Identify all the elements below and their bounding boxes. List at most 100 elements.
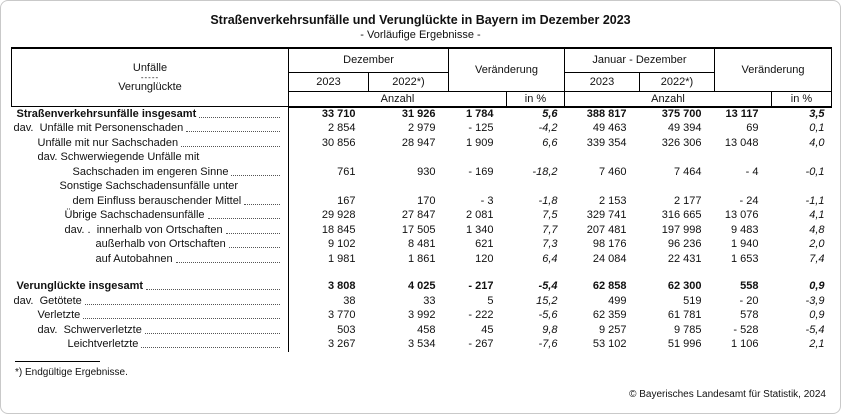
row-label: Leichtverletzte: [11, 337, 289, 352]
footnote-rule: [15, 361, 100, 362]
value-cell: [640, 150, 715, 165]
value-cell: -1,8: [538, 194, 558, 207]
value-cell: 62 300: [667, 280, 702, 293]
value-cell: 45: [481, 323, 494, 336]
value-cell: 8 481: [407, 238, 436, 251]
table-header: Unfälle ----- Verunglückte Dezember Verä…: [11, 47, 832, 108]
value-cell: - 217: [468, 280, 494, 293]
col-header-jan-dez: Januar - Dezember: [564, 47, 715, 73]
value-cell: 51 996: [667, 338, 702, 351]
col-header-label: Unfälle ----- Verunglückte: [11, 47, 289, 107]
value-cell: 170: [417, 194, 436, 207]
value-cell: 33 710: [321, 108, 356, 121]
value-cell: - 267: [468, 338, 494, 351]
value-cell: 3 808: [327, 280, 356, 293]
col-header-pct-dez: in %: [506, 90, 565, 108]
value-cell: 13 076: [724, 209, 759, 222]
copyright: © Bayerisches Landesamt für Statistik, 2…: [629, 389, 826, 400]
value-cell: 7,7: [542, 223, 558, 236]
value-cell: 62 858: [592, 280, 627, 293]
value-cell: 930: [417, 165, 436, 178]
value-cell: [289, 150, 369, 165]
value-cell: -5,4: [538, 280, 558, 293]
value-cell: 167: [337, 194, 356, 207]
value-cell: [449, 179, 507, 194]
value-cell: 2 153: [598, 194, 627, 207]
value-cell: 9 483: [730, 223, 759, 236]
value-cell: 53 102: [592, 338, 627, 351]
table-row: Unfälle mit nur Sachschaden 30 856 28 947 1…: [11, 135, 832, 150]
value-cell: [565, 266, 640, 279]
value-cell: [369, 266, 449, 279]
value-cell: - 3: [480, 194, 494, 207]
value-cell: 24 084: [592, 252, 627, 265]
value-cell: 1 909: [465, 136, 494, 149]
col-header-dez-2022: 2022*): [368, 71, 449, 92]
value-cell: 120: [475, 252, 494, 265]
value-cell: [507, 266, 565, 279]
table-row: dav. Schwerverletzte 503 458 45 9,8 9 257 9 78…: [11, 322, 832, 337]
value-cell: 1 861: [407, 252, 436, 265]
table-row: dav. . innerhalb von Ortschaften 18 845 17…: [11, 222, 832, 237]
value-cell: - 125: [468, 122, 494, 135]
value-cell: 388 817: [586, 108, 627, 121]
value-cell: 33: [423, 294, 436, 307]
value-cell: [289, 179, 369, 194]
table-row: dav. Getötete 38 33 5 15,2 499 519 - 20 -3,9: [11, 293, 832, 308]
value-cell: -18,2: [532, 165, 558, 178]
value-cell: 6,6: [542, 136, 558, 149]
value-cell: 3 992: [407, 309, 436, 322]
value-cell: 13 048: [724, 136, 759, 149]
row-label: dav. Unfälle mit Personenschaden: [11, 121, 289, 136]
value-cell: [289, 266, 369, 279]
value-cell: 27 847: [401, 209, 436, 222]
value-cell: 339 354: [586, 136, 627, 149]
statistics-table-wrap: Unfälle ----- Verunglückte Dezember Verä…: [11, 47, 832, 352]
table-row: Verletzte 3 770 3 992 - 222 -5,6 62 359 61 781…: [11, 308, 832, 323]
page-subtitle: - Vorläufige Ergebnisse -: [360, 29, 481, 41]
value-cell: 15,2: [536, 294, 558, 307]
page-title: Straßenverkehrsunfälle und Verunglückte …: [210, 13, 631, 27]
value-cell: 4 025: [407, 280, 436, 293]
col-header-veraenderung-dez: Veränderung: [448, 47, 565, 92]
value-cell: 9 257: [598, 323, 627, 336]
table-row: Verunglückte insgesamt 3 808 4 025 - 217 -5,…: [11, 279, 832, 294]
value-cell: - 4: [745, 165, 759, 178]
value-cell: 5: [487, 294, 494, 307]
value-cell: 207 481: [586, 223, 627, 236]
value-cell: 49 394: [667, 122, 702, 135]
value-cell: [369, 150, 449, 165]
table-row: Leichtverletzte 3 267 3 534 - 267 -7,6 53 102…: [11, 337, 832, 352]
col-header-dez-2023: 2023: [288, 71, 369, 92]
value-cell: [715, 150, 772, 165]
value-cell: 316 665: [661, 209, 702, 222]
value-cell: [565, 179, 640, 194]
row-label: dav. Getötete: [11, 293, 289, 308]
value-cell: 38: [343, 294, 356, 307]
value-cell: 761: [337, 165, 356, 178]
value-cell: -4,2: [538, 122, 558, 135]
table-body: Straßenverkehrsunfälle insgesamt 33 710 31…: [11, 106, 832, 352]
col-header-dezember: Dezember: [288, 47, 449, 73]
value-cell: 96 236: [667, 238, 702, 251]
row-label: Verletzte: [11, 308, 289, 323]
header-label-divider: -----: [140, 73, 160, 82]
table-row: außerhalb von Ortschaften 9 102 8 481 621 7,…: [11, 237, 832, 252]
value-cell: 2,1: [809, 338, 825, 351]
value-cell: 9,8: [542, 323, 558, 336]
value-cell: 4,8: [809, 223, 825, 236]
value-cell: 17 505: [401, 223, 436, 236]
value-cell: [715, 179, 772, 194]
value-cell: 329 741: [586, 209, 627, 222]
statistics-table: Unfälle ----- Verunglückte Dezember Verä…: [11, 47, 832, 352]
row-label: auf Autobahnen: [11, 251, 289, 266]
value-cell: 458: [417, 323, 436, 336]
value-cell: 3 267: [327, 338, 356, 351]
value-cell: 7 460: [598, 165, 627, 178]
value-cell: [772, 179, 832, 194]
value-cell: - 528: [733, 323, 759, 336]
row-label: dav. . innerhalb von Ortschaften: [11, 222, 289, 237]
value-cell: 29 928: [321, 209, 356, 222]
value-cell: -5,4: [805, 323, 825, 336]
